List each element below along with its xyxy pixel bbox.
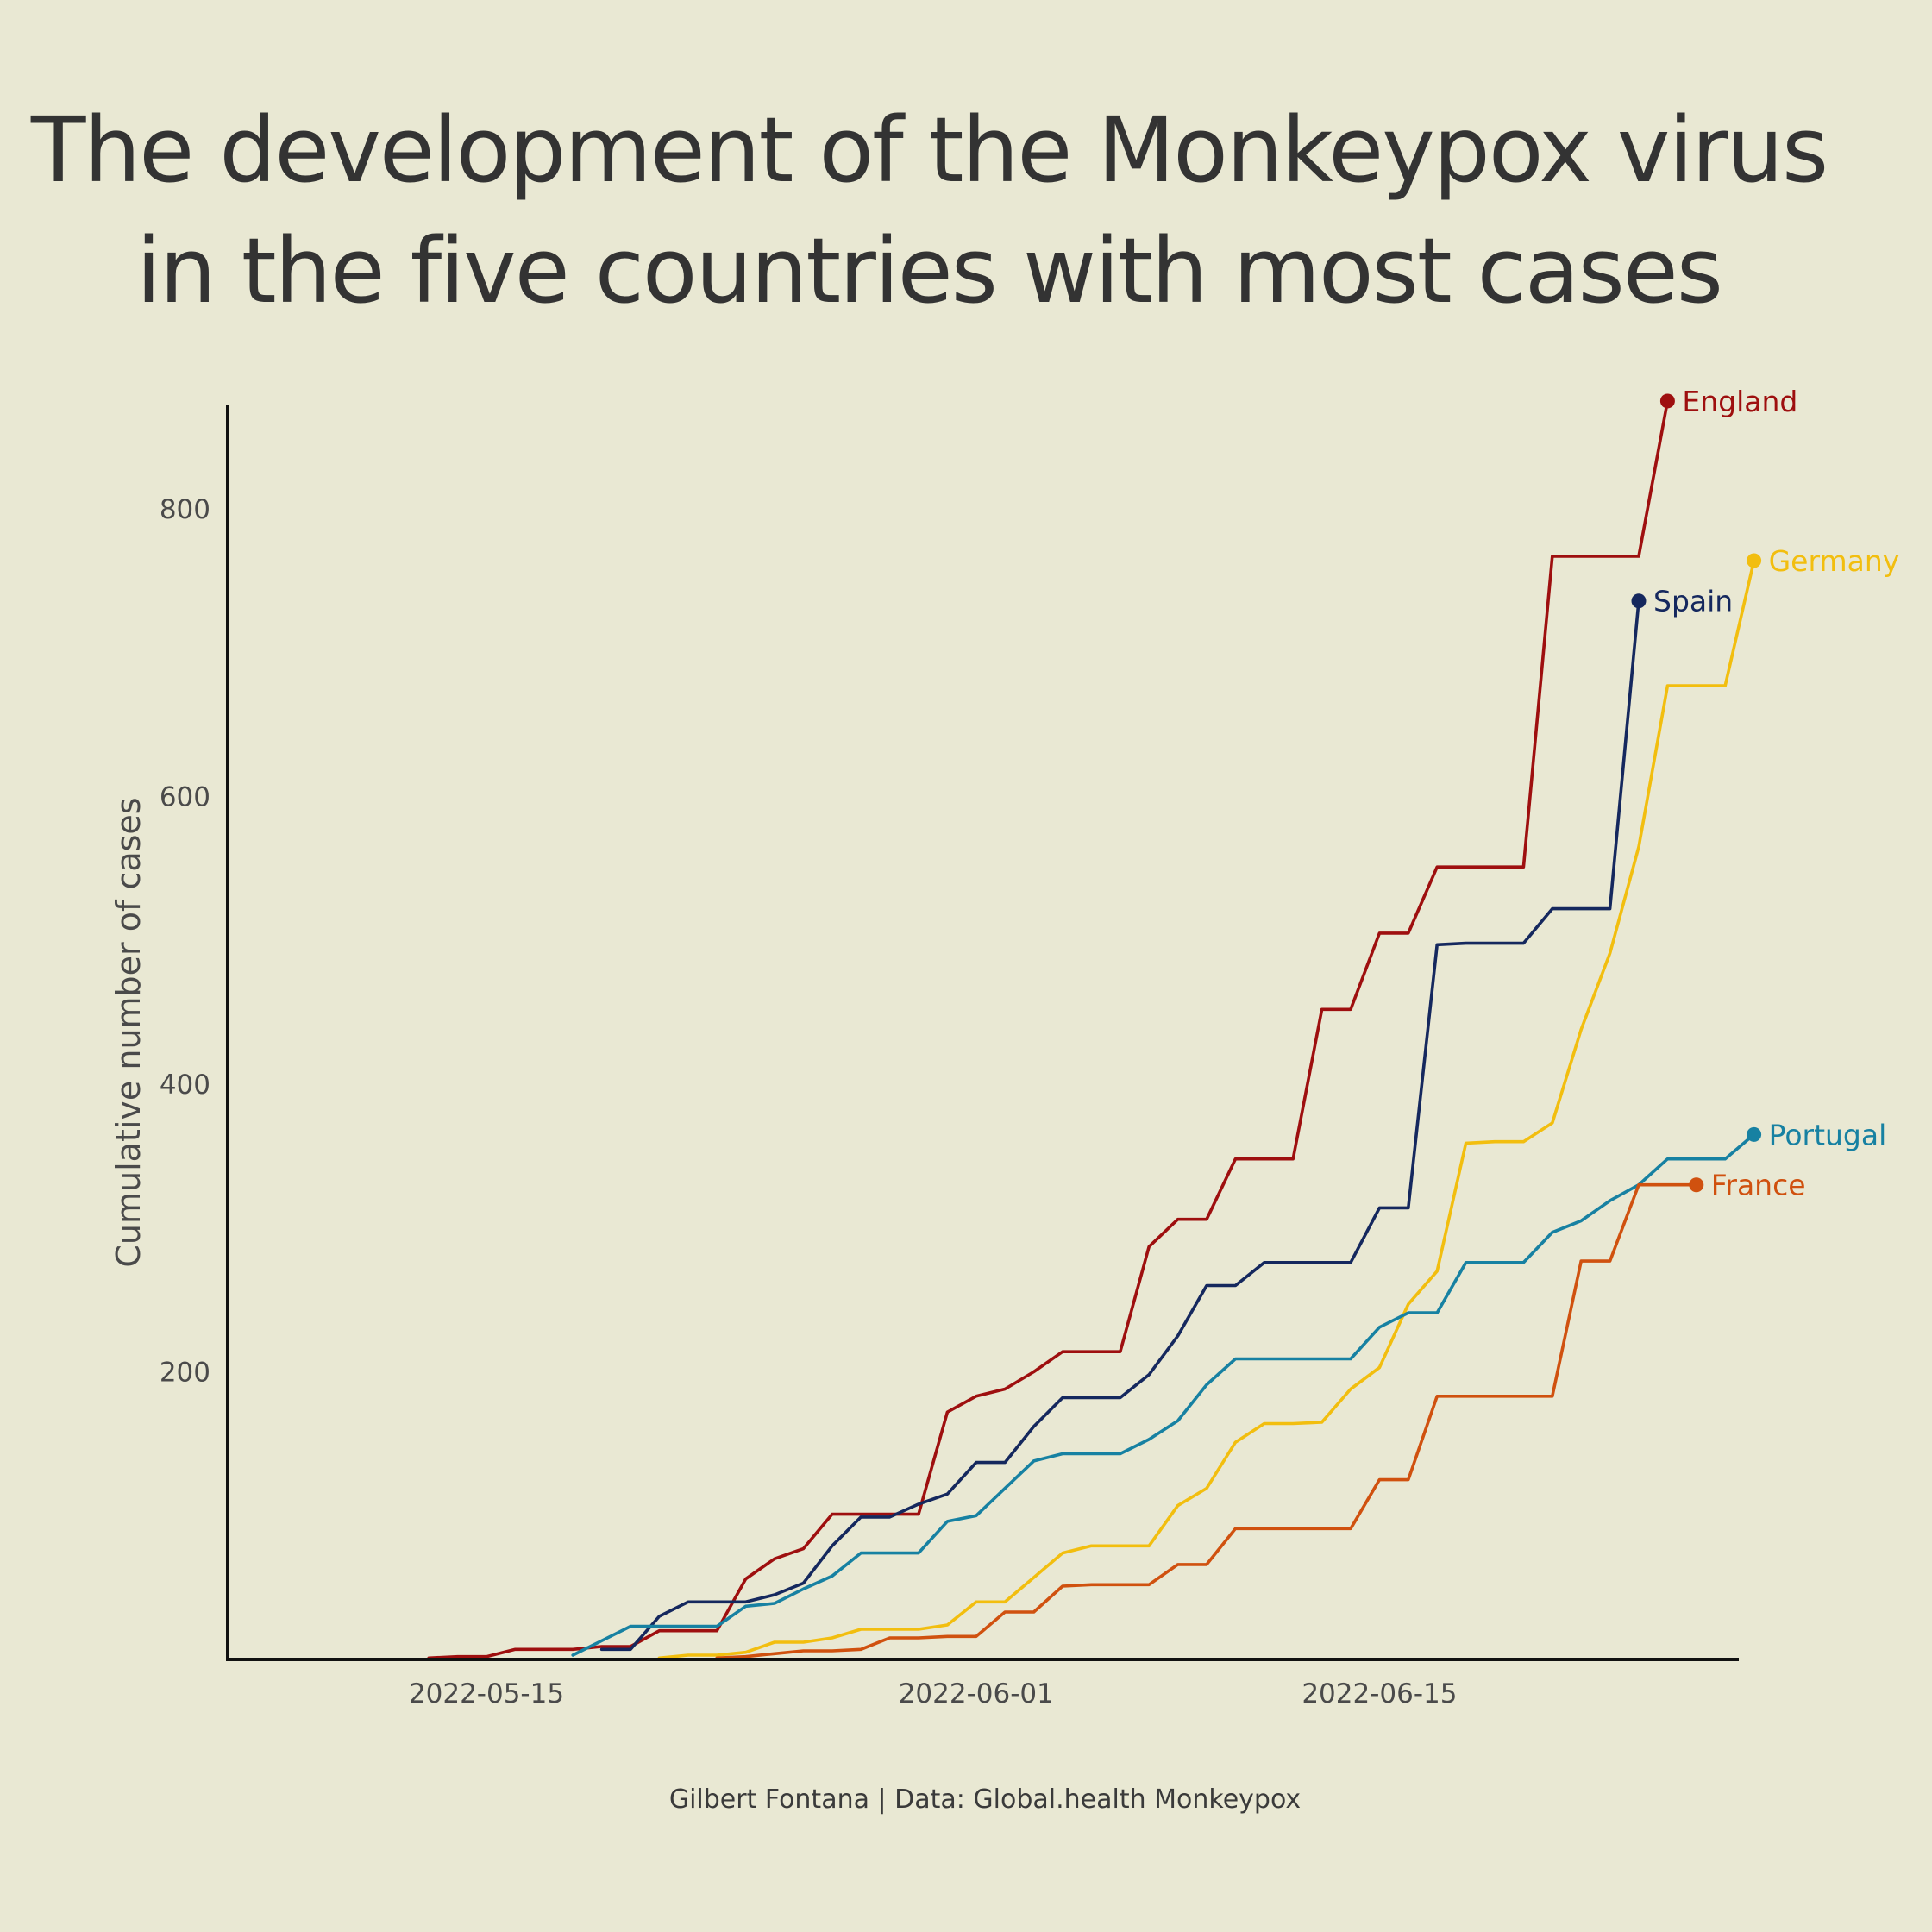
series-line-germany xyxy=(657,559,1756,1660)
x-tick-label: 2022-05-15 xyxy=(409,1678,564,1709)
series-endpoint-germany xyxy=(1747,553,1762,568)
chart-caption: Gilbert Fontana | Data: Global.health Mo… xyxy=(669,1785,1301,1815)
series-label-england: England xyxy=(1682,385,1797,418)
chart-title-line-1: The development of the Monkeypox virus xyxy=(30,97,1827,203)
series-label-france: France xyxy=(1711,1169,1806,1202)
y-tick-labels: 200 400 600 800 xyxy=(160,494,210,1389)
series-line-spain xyxy=(599,599,1640,1652)
series-label-germany: Germany xyxy=(1769,544,1900,578)
series-endpoint-portugal xyxy=(1747,1126,1762,1142)
x-tick-label: 2022-06-01 xyxy=(899,1678,1054,1709)
series-label-spain: Spain xyxy=(1653,585,1733,618)
chart-title-line-2: in the five countries with most cases xyxy=(136,218,1722,323)
series-endpoint-spain xyxy=(1631,593,1647,609)
y-tick-label: 200 xyxy=(160,1358,210,1389)
x-tick-labels: 2022-05-15 2022-06-01 2022-06-15 xyxy=(409,1678,1458,1709)
series-label-portugal: Portugal xyxy=(1769,1118,1887,1151)
y-tick-label: 800 xyxy=(160,494,210,525)
x-tick-label: 2022-06-15 xyxy=(1302,1678,1457,1709)
series-endpoint-france xyxy=(1689,1177,1704,1193)
series-line-portugal xyxy=(571,1132,1756,1657)
y-tick-label: 600 xyxy=(160,782,210,813)
series-endpoint-england xyxy=(1659,393,1675,409)
y-axis-title: Cumulative number of cases xyxy=(110,797,147,1267)
series-line-france xyxy=(715,1182,1698,1660)
series-line-england xyxy=(427,399,1670,1660)
y-tick-label: 400 xyxy=(160,1070,210,1101)
series-layer: England Spain Germany Portugal France xyxy=(427,385,1900,1660)
